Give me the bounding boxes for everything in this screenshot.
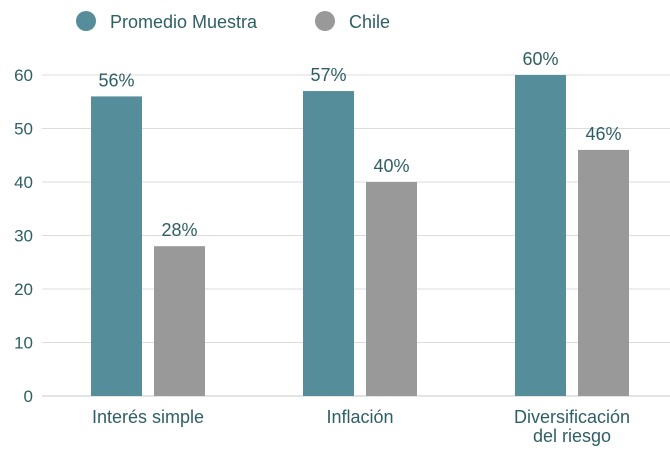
data-label: 46%	[585, 124, 621, 144]
x-category-label: Diversificación del riesgo	[514, 407, 630, 446]
legend-swatch-chile	[315, 11, 335, 31]
bar	[303, 91, 354, 397]
bar	[366, 182, 417, 396]
legend-label-chile: Chile	[349, 12, 390, 32]
y-tick-label: 0	[24, 387, 33, 406]
data-label: 60%	[522, 49, 558, 69]
data-label: 56%	[98, 70, 134, 90]
data-labels: 56% 28% 57% 40% 60% 46%	[98, 49, 621, 240]
y-tick-label: 50	[14, 120, 33, 139]
legend: Promedio Muestra Chile	[76, 11, 390, 32]
data-label: 40%	[373, 156, 409, 176]
bar	[154, 246, 205, 396]
x-category-label: Interés simple	[92, 407, 204, 427]
bars	[91, 75, 629, 397]
legend-label-promedio: Promedio Muestra	[110, 12, 258, 32]
bar	[578, 149, 629, 396]
y-tick-label: 60	[14, 66, 33, 85]
y-tick-label: 10	[14, 334, 33, 353]
data-label: 28%	[161, 220, 197, 240]
y-tick-label: 40	[14, 173, 33, 192]
y-axis-ticks: 0 10 20 30 40 50 60	[14, 66, 33, 406]
bar	[91, 96, 142, 397]
y-tick-label: 20	[14, 280, 33, 299]
x-axis-categories: Interés simple Inflación Diversificación de…	[92, 407, 630, 446]
y-tick-label: 30	[14, 227, 33, 246]
gridlines	[42, 74, 670, 397]
bar	[515, 75, 566, 396]
legend-item-chile: Chile	[315, 11, 390, 32]
data-label: 57%	[310, 65, 346, 85]
legend-swatch-promedio	[76, 11, 96, 31]
legend-item-promedio: Promedio Muestra	[76, 11, 258, 32]
x-category-label: Inflación	[326, 407, 393, 427]
